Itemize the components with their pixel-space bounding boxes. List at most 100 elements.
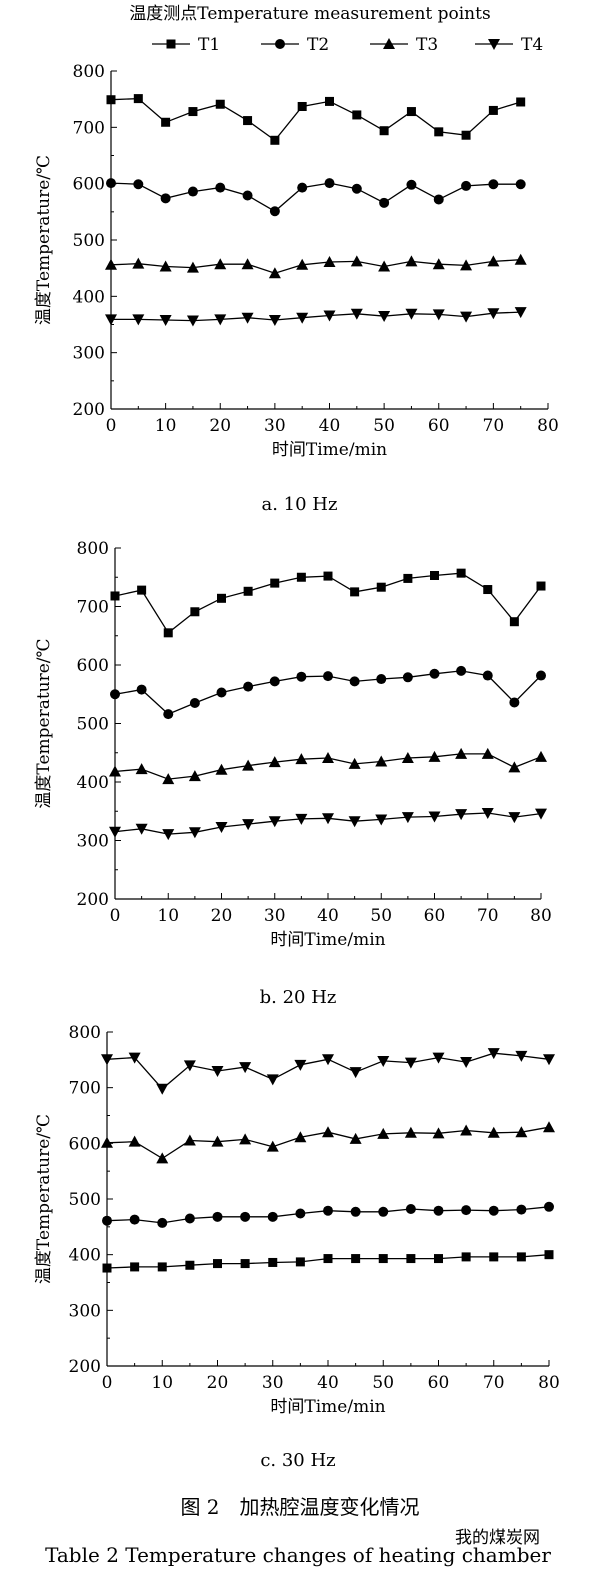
data-point-t3 xyxy=(377,1127,390,1139)
data-point-t4 xyxy=(535,808,547,820)
data-point-t3 xyxy=(183,1134,196,1146)
data-point-t2 xyxy=(433,194,444,205)
y-tick-label: 600 xyxy=(73,175,105,195)
data-point-t1 xyxy=(406,1254,416,1264)
x-tick-label: 60 xyxy=(428,1373,450,1393)
data-point-t1 xyxy=(406,107,416,117)
data-point-t1 xyxy=(243,116,253,126)
data-point-t2 xyxy=(349,676,360,687)
data-point-t3 xyxy=(294,1131,307,1143)
data-point-t1 xyxy=(106,95,116,105)
data-point-t1 xyxy=(516,1252,526,1262)
x-tick-label: 80 xyxy=(538,1373,560,1393)
x-tick-label: 70 xyxy=(483,416,505,436)
data-point-t4 xyxy=(132,314,145,326)
series-t3 xyxy=(101,1121,555,1164)
data-point-t3 xyxy=(350,255,363,267)
data-point-t3 xyxy=(215,763,228,775)
data-point-t3 xyxy=(487,255,500,267)
data-point-t2 xyxy=(433,1205,444,1216)
series-line-t1 xyxy=(110,97,521,142)
y-tick-label: 400 xyxy=(73,287,105,307)
data-point-t4 xyxy=(105,314,117,326)
data-point-t2 xyxy=(110,689,120,700)
data-point-t1 xyxy=(403,573,413,583)
data-point-t1 xyxy=(434,1254,443,1264)
data-point-t3 xyxy=(156,1152,169,1164)
data-point-t1 xyxy=(461,1252,471,1262)
data-point-t3 xyxy=(266,1140,279,1152)
data-point-t1 xyxy=(133,94,143,104)
data-point-t3 xyxy=(481,747,494,759)
data-point-t1 xyxy=(137,585,147,595)
data-point-t1 xyxy=(215,99,225,109)
y-tick-label: 500 xyxy=(73,231,105,251)
data-point-t4 xyxy=(432,1052,445,1064)
legend-marker-t3 xyxy=(383,38,395,49)
data-point-t2 xyxy=(212,1211,223,1222)
data-point-t1 xyxy=(217,593,226,603)
data-point-t3 xyxy=(460,259,473,271)
data-point-t1 xyxy=(163,628,173,638)
y-axis-label: 温度Temperature/℃ xyxy=(34,638,54,808)
data-point-t2 xyxy=(323,1205,333,1216)
series-t4 xyxy=(109,808,547,841)
data-point-t1 xyxy=(379,126,389,136)
x-tick-label: 10 xyxy=(151,1373,173,1393)
data-point-t2 xyxy=(136,684,147,695)
watermark-text: 我的煤炭网 xyxy=(455,1528,540,1548)
data-point-t3 xyxy=(188,770,201,782)
data-point-t2 xyxy=(295,1208,306,1219)
data-point-t3 xyxy=(460,1124,473,1136)
data-point-t1 xyxy=(434,127,444,137)
data-point-t4 xyxy=(268,816,281,828)
data-point-t3 xyxy=(323,255,336,267)
data-point-t2 xyxy=(129,1214,140,1225)
data-point-t2 xyxy=(376,674,387,685)
data-point-t3 xyxy=(132,257,145,269)
data-point-t4 xyxy=(377,1055,390,1067)
data-point-t2 xyxy=(461,1205,472,1216)
y-tick-label: 200 xyxy=(69,1357,101,1377)
data-point-t2 xyxy=(163,709,174,720)
y-tick-label: 300 xyxy=(77,832,109,852)
x-tick-label: 10 xyxy=(157,906,179,926)
data-point-t3 xyxy=(404,1126,417,1138)
data-point-t3 xyxy=(242,759,255,771)
data-point-t4 xyxy=(266,1074,279,1086)
data-point-t1 xyxy=(430,570,439,580)
data-point-t4 xyxy=(162,829,175,841)
data-point-t4 xyxy=(487,308,500,320)
data-point-t4 xyxy=(543,1054,555,1066)
data-point-t2 xyxy=(216,687,227,698)
data-point-t3 xyxy=(268,267,281,279)
data-point-t2 xyxy=(544,1201,554,1212)
data-point-t3 xyxy=(405,255,418,267)
data-point-t1 xyxy=(456,568,466,578)
x-tick-label: 30 xyxy=(264,906,286,926)
x-axis-label: 时间Time/min xyxy=(272,440,387,460)
x-tick-label: 70 xyxy=(477,906,499,926)
y-tick-label: 300 xyxy=(73,344,105,364)
data-point-t4 xyxy=(296,312,309,324)
data-point-t1 xyxy=(190,607,200,617)
x-tick-label: 0 xyxy=(102,1373,113,1393)
legend-label-t4: T4 xyxy=(521,35,543,55)
data-point-t2 xyxy=(160,193,171,204)
data-point-t4 xyxy=(455,809,468,821)
data-point-t3 xyxy=(135,763,148,775)
legend-title: 温度测点Temperature measurement points xyxy=(129,4,490,24)
data-point-t2 xyxy=(488,1205,499,1216)
x-tick-label: 20 xyxy=(211,906,233,926)
data-point-t3 xyxy=(322,1126,334,1138)
series-t2 xyxy=(106,178,526,217)
x-tick-label: 60 xyxy=(428,416,450,436)
data-point-t4 xyxy=(211,1065,224,1077)
x-tick-label: 50 xyxy=(373,416,395,436)
data-point-t2 xyxy=(106,178,116,189)
y-tick-label: 400 xyxy=(69,1246,101,1266)
data-point-t1 xyxy=(295,1257,305,1267)
data-point-t1 xyxy=(323,1254,333,1264)
data-point-t4 xyxy=(135,823,148,835)
data-point-t2 xyxy=(482,670,493,681)
